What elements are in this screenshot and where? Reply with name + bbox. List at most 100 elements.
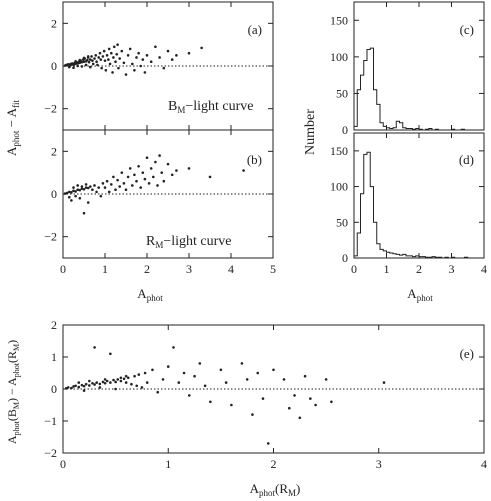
panel-e-point	[112, 378, 115, 382]
panel-c-ytick-label: 100	[330, 50, 348, 64]
panel-e-ytick-label: −1	[44, 414, 57, 428]
panel-e-point	[77, 381, 81, 384]
panel-a-point	[120, 49, 124, 53]
panel-b-ticks: 0 1 2 3 4 5 −2 0 2	[44, 130, 276, 276]
panel-a-ylabel-sub: phot	[11, 130, 21, 147]
panel-e-point	[124, 374, 128, 378]
panel-e-point	[230, 403, 233, 407]
panel-e-ylabel-a2: (B	[5, 409, 19, 421]
panel-b-point	[97, 186, 100, 189]
panel-e-xtick-label: 1	[165, 457, 171, 471]
panel-e-frame	[62, 324, 485, 454]
panel-b-point	[82, 211, 86, 215]
panel-b-point	[145, 156, 149, 160]
panel-b-point	[91, 188, 94, 192]
panel-e-xtick-label: 4	[481, 457, 487, 471]
panel-c-histogram	[353, 47, 468, 131]
panel-a-point	[107, 47, 111, 51]
panel-b-point	[84, 183, 88, 186]
panel-b-xlabel: Aphot	[137, 286, 163, 303]
panel-b-annotation: RM−light curve	[146, 234, 232, 250]
panel-b-annotation-main: R	[146, 234, 156, 249]
panel-b-annotation-rest: −light curve	[163, 234, 231, 249]
panel-b-ytick-label: −2	[44, 230, 57, 244]
panel-a-point	[200, 46, 203, 50]
panel-e-point	[114, 387, 117, 391]
panel-e-point	[93, 346, 96, 349]
panel-b-point	[112, 175, 115, 179]
panel-b-point	[131, 184, 134, 187]
panel-e-point	[156, 390, 160, 394]
panel-a-point	[110, 51, 113, 55]
panel-e-point	[82, 389, 86, 392]
panel-b-xtick-label: 5	[270, 262, 276, 276]
panel-b-point	[72, 189, 75, 193]
panel-d-xtick-label: 1	[384, 262, 390, 276]
panel-e-point	[309, 397, 312, 400]
panel-a-point	[187, 51, 191, 55]
panel-d: 0 1 2 3 4 0 50 100 150 (d) Aphot	[330, 132, 487, 303]
panel-e-ylabel-a3: ) − A	[5, 377, 19, 402]
panel-a-points	[63, 43, 203, 76]
panel-b-ytick-label: 2	[51, 144, 57, 158]
panel-b-point	[149, 167, 153, 170]
panel-b-point	[170, 173, 174, 177]
panel-e-point	[182, 371, 186, 375]
panel-a-point	[122, 61, 126, 65]
panel-a-point	[143, 71, 147, 74]
panel-e-ylabel-s1: phot	[12, 420, 21, 435]
panel-a-point	[104, 68, 108, 72]
panel-b-point	[80, 187, 84, 190]
panel-e-point	[82, 384, 86, 388]
panel-a-ytick-label: 0	[51, 59, 57, 73]
panel-b-point	[78, 196, 82, 200]
panel-a-point	[108, 62, 112, 66]
panel-b-point	[139, 186, 142, 189]
panel-a: −2 0 2 (a) BM−light curve Aphot − Afit	[4, 1, 274, 156]
panel-a-point	[89, 58, 92, 61]
panel-a-point	[80, 60, 84, 64]
panel-d-histogram	[353, 151, 469, 259]
panel-e-point	[245, 378, 249, 381]
panel-a-point	[100, 66, 103, 70]
panel-a-point	[93, 57, 96, 60]
panel-e-point	[66, 386, 70, 389]
panel-e-xtick-label: 3	[376, 457, 382, 471]
panel-a-ylabel-main: A	[4, 146, 19, 156]
panel-b-point	[107, 190, 111, 194]
panel-b-point	[105, 179, 109, 183]
panel-e-point	[105, 379, 109, 383]
panel-e-point	[84, 382, 88, 386]
panel-e-point	[119, 376, 123, 380]
panel-a-point	[149, 60, 153, 64]
panel-e-point	[130, 382, 133, 386]
panel-e-point	[251, 413, 254, 416]
panel-b-point	[65, 191, 69, 195]
panel-b-point	[137, 164, 140, 168]
panel-e-ytick-label: 1	[51, 350, 57, 364]
panel-e-point	[193, 374, 196, 378]
panel-c-ticks: 0 50 100 150	[330, 2, 485, 137]
panel-e-point	[188, 394, 191, 397]
panel-b-point	[160, 171, 163, 174]
panel-e-point	[140, 386, 144, 389]
panel-b-point	[143, 177, 147, 181]
panel-e-point	[98, 382, 102, 386]
panel-a-point	[91, 62, 95, 66]
panel-a-point	[162, 66, 166, 70]
panel-e-point	[224, 381, 228, 384]
panel-b-point	[147, 182, 151, 185]
panel-e-point	[116, 378, 120, 381]
panel-a-point	[78, 58, 82, 62]
panel-d-ytick-label: 50	[336, 215, 348, 229]
panel-e-xlabel-s2: M	[288, 488, 296, 498]
panel-a-point	[102, 49, 106, 53]
panel-a-point	[74, 60, 77, 63]
panel-a-point	[86, 55, 90, 58]
panel-e-point	[256, 371, 260, 375]
panel-b-point	[74, 194, 77, 198]
panel-a-point	[137, 51, 140, 55]
panel-a-point	[166, 49, 170, 53]
panel-e-point	[261, 397, 265, 400]
panel-e-point	[198, 362, 202, 365]
